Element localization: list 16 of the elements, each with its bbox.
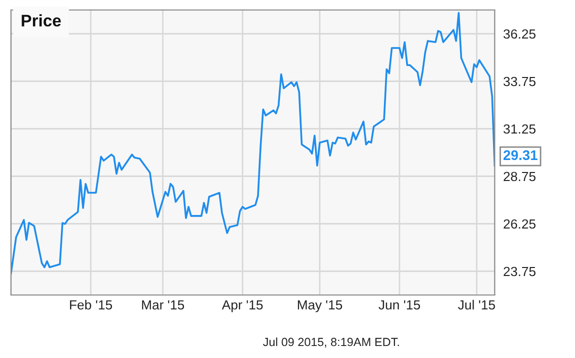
x-tick-label: Feb '15: [70, 300, 112, 310]
text: Jul 09 2015, 8:19AM EDT.: [263, 337, 399, 348]
x-tick-label: Jul '15: [458, 300, 495, 310]
y-tick-label: 31.25: [504, 124, 536, 134]
chart-title: Price: [22, 14, 61, 27]
x-tick-label: Jun '15: [378, 300, 420, 310]
y-tick-label: 26.25: [504, 219, 536, 229]
annotation: 29.31: [504, 150, 538, 160]
line-series: [11, 12, 495, 274]
y-tick-label: 36.25: [504, 29, 536, 39]
y-tick-label: 28.75: [504, 172, 536, 182]
x-tick-label: May '15: [298, 300, 342, 312]
y-tick-label: 23.75: [504, 266, 536, 276]
x-tick-label: Apr '15: [222, 300, 263, 312]
y-tick-label: 33.75: [504, 76, 536, 86]
x-tick-label: Mar '15: [142, 300, 184, 310]
